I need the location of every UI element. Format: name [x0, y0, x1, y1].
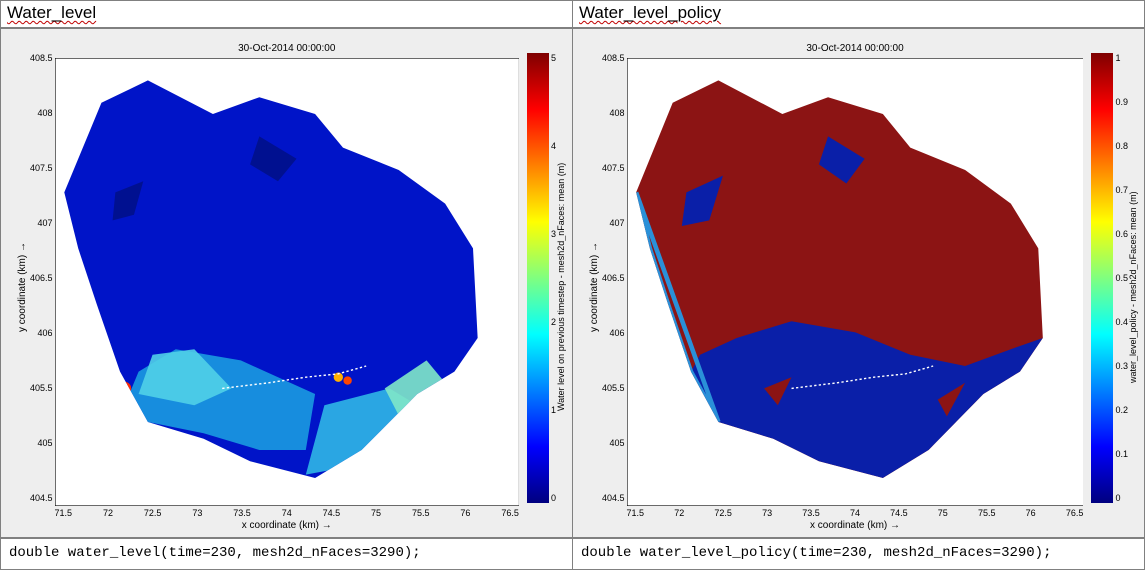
right-title: 30-Oct-2014 00:00:00	[627, 43, 1084, 54]
left-xticks: 71.57272.57373.57474.57575.57676.5	[55, 506, 519, 518]
code-row: double water_level(time=230, mesh2d_nFac…	[0, 538, 1145, 570]
right-colorbar	[1091, 53, 1113, 503]
code-right: double water_level_policy(time=230, mesh…	[573, 539, 1144, 569]
right-ylabel: y coordinate (km) →	[587, 242, 602, 332]
left-ylabel: y coordinate (km) →	[15, 242, 30, 332]
right-yticks: 408.5408407.5407406.5406405.5405404.5	[602, 43, 627, 531]
left-title: 30-Oct-2014 00:00:00	[55, 43, 519, 54]
header-right-text: Water_level_policy	[579, 3, 721, 22]
header-row: Water_level Water_level_policy	[0, 0, 1145, 28]
plots-row: y coordinate (km) → 408.5408407.5407406.…	[0, 28, 1145, 538]
right-plot-cell: y coordinate (km) → 408.5408407.5407406.…	[573, 29, 1144, 537]
right-xlabel: x coordinate (km) →	[627, 520, 1084, 531]
header-right: Water_level_policy	[573, 1, 1144, 27]
left-colorbar	[527, 53, 549, 503]
right-colorbar-label: water_level_policy - mesh2d_nFaces: mean…	[1128, 43, 1138, 531]
right-colorbar-group: 10.90.80.70.60.50.40.30.20.10 water_leve…	[1091, 43, 1138, 531]
right-heatmap-svg	[627, 58, 1084, 506]
left-plot-wrap: 30-Oct-2014 00:00:00 71.57272.57373.5747…	[55, 43, 519, 531]
left-colorbar-label: Water level on previous timestep - mesh2…	[556, 43, 566, 531]
left-plot-cell: y coordinate (km) → 408.5408407.5407406.…	[1, 29, 573, 537]
left-svg-box	[55, 58, 519, 506]
right-xticks: 71.57272.57373.57474.57575.57676.5	[627, 506, 1084, 518]
left-xlabel: x coordinate (km) →	[55, 520, 519, 531]
right-svg-box	[627, 58, 1084, 506]
left-heatmap-svg	[55, 58, 519, 506]
code-left: double water_level(time=230, mesh2d_nFac…	[1, 539, 573, 569]
left-yticks: 408.5408407.5407406.5406405.5405404.5	[30, 43, 55, 531]
left-colorbar-group: 543210 Water level on previous timestep …	[527, 43, 566, 531]
comparison-table: Water_level Water_level_policy y coordin…	[0, 0, 1145, 570]
header-left-text: Water_level	[7, 3, 96, 22]
header-left: Water_level	[1, 1, 573, 27]
right-colorbar-ticks: 10.90.80.70.60.50.40.30.20.10	[1115, 53, 1128, 503]
right-plot-wrap: 30-Oct-2014 00:00:00 71.57272.57373.5747…	[627, 43, 1084, 531]
